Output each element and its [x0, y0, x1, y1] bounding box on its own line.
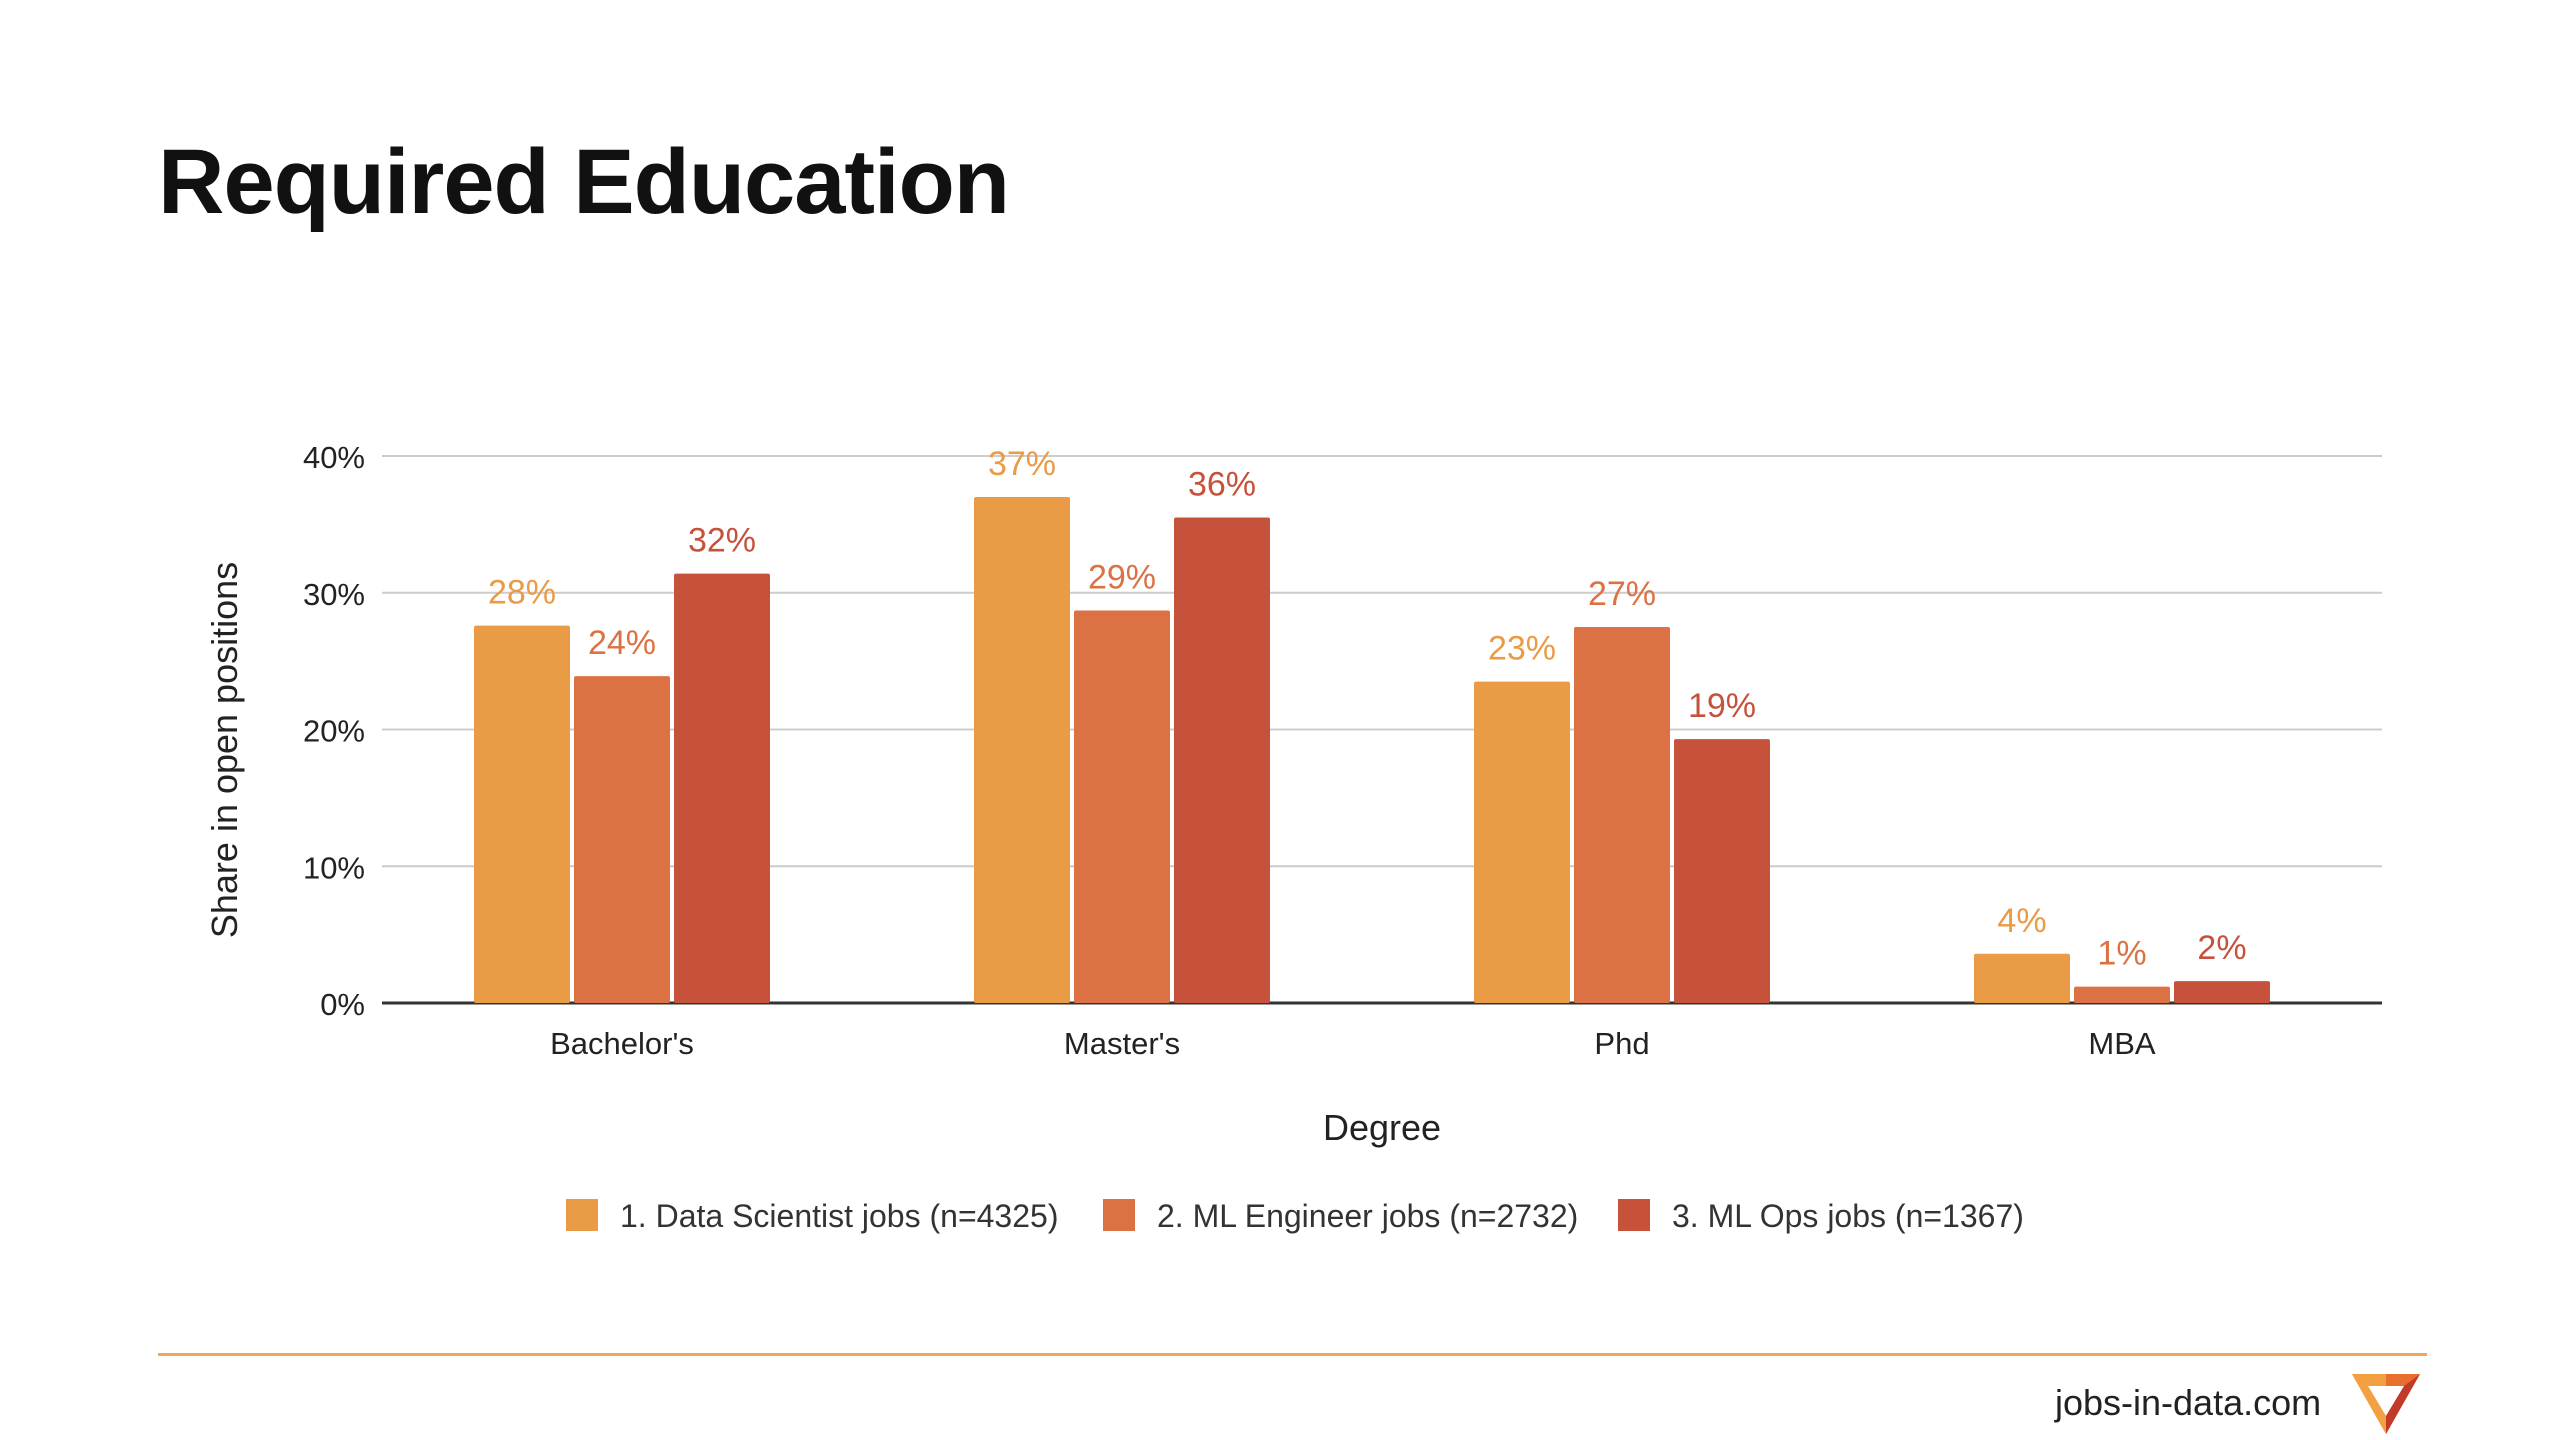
data-label: 36%	[1188, 466, 1256, 504]
jobs-in-data-logo-icon	[2352, 1374, 2420, 1434]
bar	[674, 573, 770, 1003]
bar	[974, 497, 1070, 1003]
legend-label: 1. Data Scientist jobs (n=4325)	[620, 1198, 1058, 1234]
bar	[2174, 981, 2270, 1003]
bar	[1074, 610, 1170, 1003]
legend-label: 3. ML Ops jobs (n=1367)	[1672, 1198, 2024, 1234]
x-tick-label: Phd	[1594, 1026, 1649, 1061]
footer-site-link[interactable]: jobs-in-data.com	[2055, 1382, 2322, 1423]
bar	[1974, 953, 2070, 1003]
data-label: 23%	[1488, 630, 1556, 668]
bar	[1474, 681, 1570, 1003]
y-tick-label: 20%	[303, 714, 365, 749]
page-title: Required Education	[158, 131, 1010, 233]
data-label: 1%	[2097, 935, 2146, 973]
bar	[1574, 626, 1670, 1003]
data-label: 37%	[988, 445, 1056, 483]
bar	[574, 676, 670, 1003]
x-axis-title: Degree	[1323, 1107, 1441, 1148]
education-bar-chart: 28% 24% 32% 37% 29% 36% 23% 27% 19% 4% 1% 2% Bachel…	[204, 440, 2382, 1234]
bar	[1674, 739, 1770, 1003]
y-tick-label: 30%	[303, 577, 365, 612]
data-label: 4%	[1997, 902, 2046, 940]
data-label: 32%	[688, 522, 756, 560]
legend-item[interactable]: 3. ML Ops jobs (n=1367)	[1618, 1198, 2024, 1234]
data-label: 27%	[1588, 575, 1656, 613]
x-tick-label: Master's	[1064, 1026, 1180, 1061]
data-label: 29%	[1088, 559, 1156, 597]
x-tick-labels: Bachelor's Master's Phd MBA	[550, 1026, 2156, 1061]
bars	[474, 497, 2270, 1003]
legend-label: 2. ML Engineer jobs (n=2732)	[1157, 1198, 1578, 1234]
footer-divider	[158, 1353, 2427, 1356]
data-label: 28%	[488, 574, 556, 612]
data-label: 19%	[1688, 687, 1756, 725]
y-tick-label: 40%	[303, 440, 365, 475]
legend-swatch	[1618, 1199, 1650, 1231]
bar	[2074, 986, 2170, 1003]
y-axis-title: Share in open positions	[204, 562, 245, 938]
x-tick-label: Bachelor's	[550, 1026, 694, 1061]
legend-swatch	[566, 1199, 598, 1231]
bar	[474, 625, 570, 1003]
x-tick-label: MBA	[2088, 1026, 2156, 1061]
data-label: 24%	[588, 624, 656, 662]
y-tick-label: 10%	[303, 850, 365, 885]
legend-item[interactable]: 2. ML Engineer jobs (n=2732)	[1103, 1198, 1578, 1234]
legend-item[interactable]: 1. Data Scientist jobs (n=4325)	[566, 1198, 1058, 1234]
data-labels: 28% 24% 32% 37% 29% 36% 23% 27% 19% 4% 1% 2%	[488, 445, 2247, 973]
bar	[1174, 517, 1270, 1003]
legend-swatch	[1103, 1199, 1135, 1231]
legend: 1. Data Scientist jobs (n=4325) 2. ML Eng…	[566, 1198, 2024, 1234]
y-tick-labels: 0% 10% 20% 30% 40%	[303, 440, 365, 1022]
y-tick-label: 0%	[320, 987, 365, 1022]
data-label: 2%	[2197, 929, 2246, 967]
